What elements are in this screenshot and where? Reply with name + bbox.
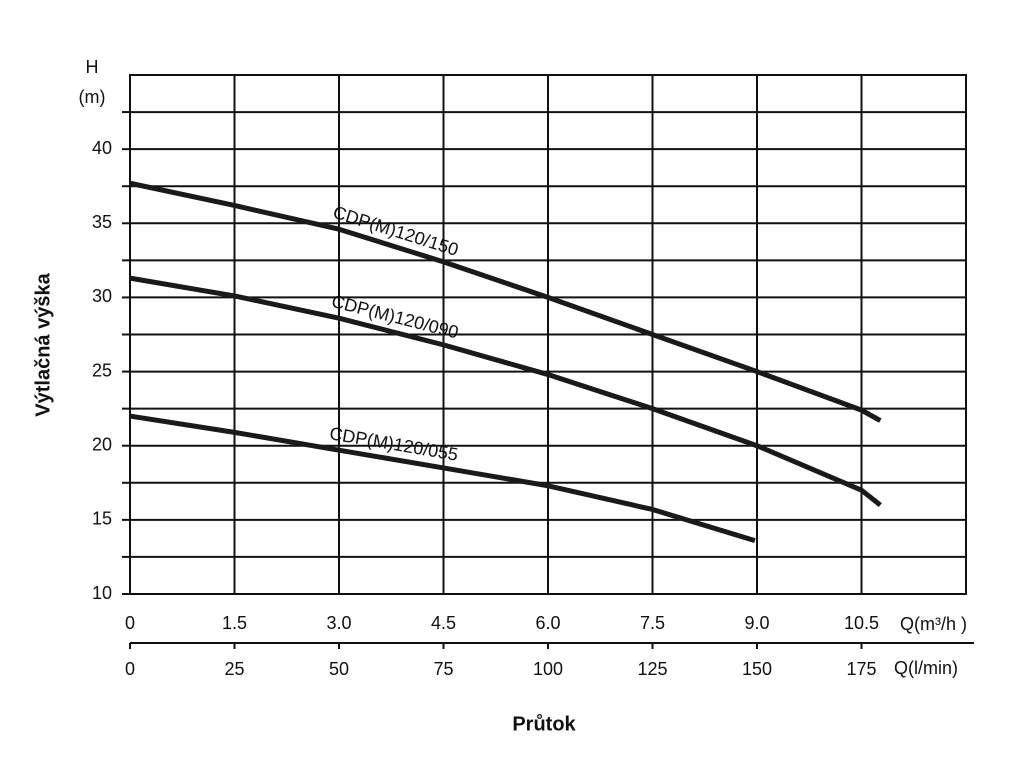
- x2-unit-label: Q(l/min): [894, 658, 958, 678]
- y-tick-label: 10: [92, 583, 112, 603]
- y-tick-label: 40: [92, 138, 112, 158]
- x-unit-label: Q(m³/h ): [900, 614, 967, 634]
- y-title: Výtlačná výška: [32, 272, 54, 416]
- x-tick-label: 10.5: [844, 613, 879, 633]
- y-tick-label: 15: [92, 509, 112, 529]
- x2-tick-label: 150: [742, 659, 772, 679]
- x2-tick-label: 25: [224, 659, 244, 679]
- pump-curve: [129, 275, 882, 507]
- x-tick-label: 1.5: [222, 613, 247, 633]
- y-tick-label: 35: [92, 212, 112, 232]
- x2-tick-label: 0: [125, 659, 135, 679]
- x-title: Průtok: [512, 713, 576, 735]
- pump-curve: [129, 413, 756, 544]
- x2-tick-label: 100: [533, 659, 563, 679]
- y-tick-label: 25: [92, 360, 112, 380]
- x2-tick-label: 75: [433, 659, 453, 679]
- y-label-top: H: [86, 57, 99, 77]
- x2-tick-label: 125: [637, 659, 667, 679]
- x-tick-label: 9.0: [744, 613, 769, 633]
- x2-tick-label: 175: [846, 659, 876, 679]
- pump-curve: [129, 180, 882, 423]
- x-tick-label: 4.5: [431, 613, 456, 633]
- y-label-unit: (m): [79, 87, 106, 107]
- x-tick-label: 6.0: [535, 613, 560, 633]
- x-tick-label: 0: [125, 613, 135, 633]
- y-tick-label: 30: [92, 286, 112, 306]
- y-tick-label: 20: [92, 434, 112, 454]
- x2-tick-label: 50: [329, 659, 349, 679]
- x-tick-label: 3.0: [326, 613, 351, 633]
- x-tick-label: 7.5: [640, 613, 665, 633]
